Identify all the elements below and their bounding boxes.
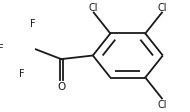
Text: Cl: Cl (158, 99, 167, 109)
Text: Cl: Cl (158, 3, 167, 13)
Text: F: F (30, 19, 36, 29)
Text: F: F (0, 44, 4, 54)
Text: F: F (20, 69, 25, 78)
Text: Cl: Cl (88, 3, 98, 13)
Text: O: O (57, 81, 65, 91)
